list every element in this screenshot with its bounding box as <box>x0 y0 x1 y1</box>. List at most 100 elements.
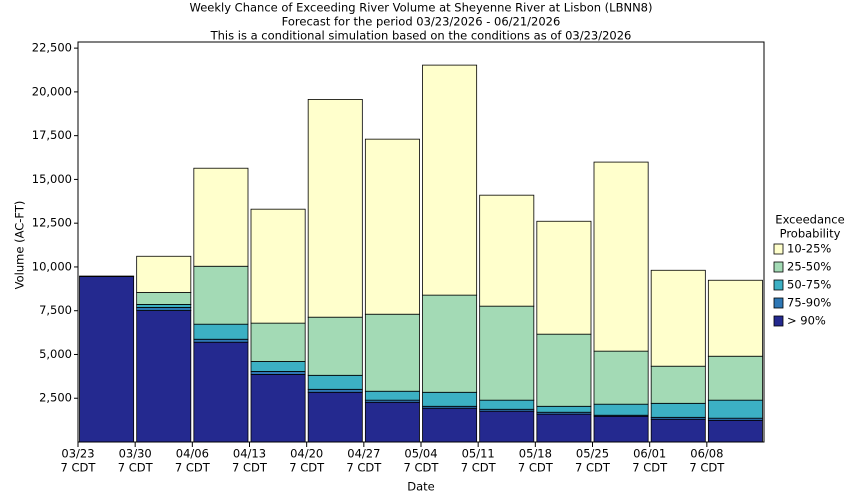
x-tick-label: 7 CDT <box>632 461 668 475</box>
bar-segment <box>593 403 649 416</box>
bar-segment <box>193 323 249 340</box>
x-tick-label: 7 CDT <box>404 461 440 475</box>
bar-segment <box>250 374 306 443</box>
bar-segment <box>364 390 420 401</box>
bar-segment <box>193 265 249 325</box>
bar-segment <box>422 391 478 407</box>
x-tick-label: 7 CDT <box>232 461 268 475</box>
bar-segment <box>479 194 535 307</box>
y-tick-label: 20,000 <box>32 84 72 98</box>
x-tick-label: 05/25 <box>576 447 609 461</box>
x-tick-label: 7 CDT <box>118 461 154 475</box>
plot-frame <box>77 41 765 443</box>
x-tick-label: 7 CDT <box>175 461 211 475</box>
bar-segment <box>479 305 535 401</box>
bar-segment <box>707 355 763 401</box>
x-tick-label: 7 CDT <box>61 461 97 475</box>
bar-segment <box>364 138 420 315</box>
y-tick-label: 5,000 <box>39 347 72 361</box>
bar-segment <box>479 410 535 443</box>
bar-segment <box>250 371 306 375</box>
x-tick-label: 7 CDT <box>461 461 497 475</box>
x-tick-label: 04/06 <box>176 447 209 461</box>
legend-swatch <box>773 279 784 291</box>
chart-title: Weekly Chance of Exceeding River Volume … <box>190 1 653 15</box>
bar-segment <box>707 279 763 357</box>
bar-segment <box>593 415 649 443</box>
bar-segment <box>193 167 249 267</box>
x-tick-label: 7 CDT <box>346 461 382 475</box>
x-tick-label: 03/23 <box>61 447 94 461</box>
bar-segment <box>479 399 535 410</box>
bar-segment <box>536 413 592 443</box>
y-tick-label: 15,000 <box>32 172 72 186</box>
bar-segment <box>650 418 706 443</box>
bar-segment <box>307 388 363 393</box>
x-tick-label: 04/13 <box>233 447 266 461</box>
legend-swatch <box>773 243 784 255</box>
y-tick-label: 12,500 <box>32 216 72 230</box>
chart-title: This is a conditional simulation based o… <box>210 29 632 43</box>
bar-segment <box>250 208 306 324</box>
x-tick-label: 06/01 <box>633 447 666 461</box>
legend-swatch <box>773 315 784 327</box>
bar-segment <box>307 374 363 390</box>
legend-title: Probability <box>780 227 841 241</box>
chart-title: Forecast for the period 03/23/2026 - 06/… <box>282 15 561 29</box>
legend-label: 10-25% <box>787 242 831 256</box>
bar-segment <box>307 391 363 443</box>
bar-segment <box>307 99 363 318</box>
bar-segment <box>536 333 592 407</box>
legend-label: 25-50% <box>787 260 831 274</box>
bar-segment <box>650 365 706 404</box>
bar-segment <box>79 276 135 443</box>
x-tick-label: 7 CDT <box>689 461 725 475</box>
bar-segment <box>707 419 763 443</box>
bar-segment <box>650 402 706 418</box>
x-tick-label: 06/08 <box>690 447 723 461</box>
bar-segment <box>593 161 649 352</box>
x-tick-label: 05/18 <box>519 447 552 461</box>
bar-segment <box>422 64 478 296</box>
legend-swatch <box>773 297 784 309</box>
x-tick-label: 04/20 <box>290 447 323 461</box>
bar-segment <box>250 322 306 362</box>
bar-segment <box>364 313 420 392</box>
bar-segment <box>536 220 592 335</box>
bar-segment <box>193 341 249 443</box>
bar-segment <box>136 304 192 308</box>
y-tick-label: 22,500 <box>32 41 72 55</box>
bar-segment <box>250 361 306 372</box>
x-tick-label: 7 CDT <box>518 461 554 475</box>
legend-title: Exceedance <box>775 213 844 227</box>
bar-segment <box>136 255 192 293</box>
bar-segment <box>593 350 649 405</box>
legend-label: 75-90% <box>787 296 831 310</box>
bar-segment <box>136 310 192 443</box>
x-tick-label: 03/30 <box>119 447 152 461</box>
bar-segment <box>79 275 135 277</box>
bar-segment <box>193 338 249 343</box>
legend-label: 50-75% <box>787 278 831 292</box>
x-tick-label: 7 CDT <box>289 461 325 475</box>
x-tick-label: 05/04 <box>404 447 437 461</box>
legend-label: > 90% <box>787 314 826 328</box>
bar-segment <box>136 292 192 305</box>
y-tick-label: 10,000 <box>32 259 72 273</box>
bar-segment <box>707 399 763 419</box>
y-tick-label: 17,500 <box>32 128 72 142</box>
x-tick-label: 7 CDT <box>575 461 611 475</box>
bar-segment <box>136 306 192 311</box>
bar-segment <box>364 401 420 443</box>
x-axis-label: Date <box>407 480 435 494</box>
bar-segment <box>422 407 478 443</box>
y-tick-label: 7,500 <box>39 303 72 317</box>
bar-segment <box>307 316 363 376</box>
bar-segment <box>536 405 592 413</box>
x-tick-label: 05/11 <box>462 447 495 461</box>
y-tick-label: 2,500 <box>39 391 72 405</box>
bar-segment <box>650 269 706 367</box>
y-axis-label: Volume (AC-FT) <box>13 201 27 290</box>
x-tick-label: 04/27 <box>347 447 380 461</box>
